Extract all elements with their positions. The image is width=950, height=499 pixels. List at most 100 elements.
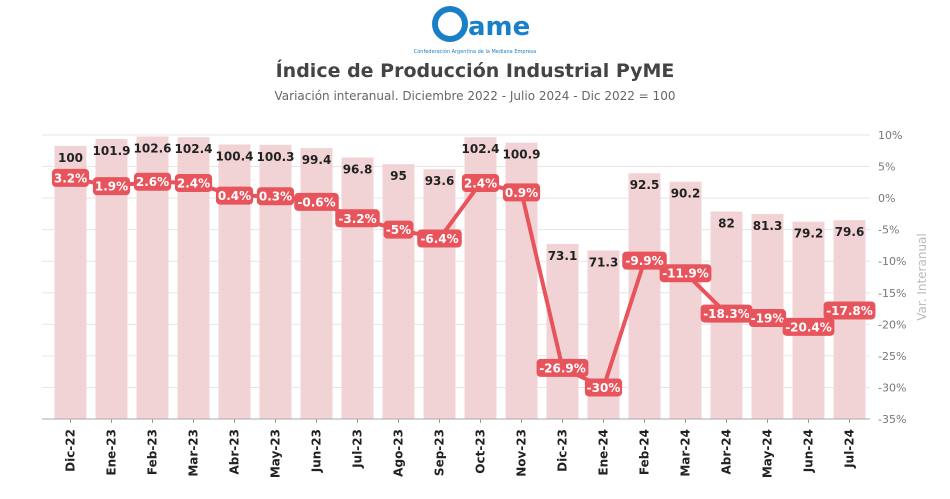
line-value-label: -30% <box>587 381 621 395</box>
x-tick-label: Abr-24 <box>720 429 734 474</box>
bar-value-label: 93.6 <box>425 174 455 188</box>
line-label-box <box>748 309 787 328</box>
line-label-box <box>174 173 213 192</box>
logo-tagline: Confederación Argentina de la Mediana Em… <box>414 48 536 55</box>
line-label-box <box>133 172 172 191</box>
x-tick-label: Jul-24 <box>843 429 857 469</box>
x-tick-label: Oct-23 <box>474 429 488 474</box>
x-tick-label: Nov-23 <box>515 429 529 477</box>
line-value-label: -5% <box>386 223 411 237</box>
y2-tick-label: -5% <box>878 224 899 237</box>
line-label-box <box>92 177 131 196</box>
line-value-label: 0.4% <box>218 189 251 203</box>
logo-c-ring <box>432 6 468 42</box>
x-tick-label: Feb-23 <box>146 429 160 475</box>
bar-value-label: 90.2 <box>671 187 701 201</box>
bar <box>546 243 579 419</box>
y2-tick-label: -25% <box>878 350 906 363</box>
x-tick-label: May-23 <box>269 429 283 478</box>
bar-value-label: 102.6 <box>134 141 172 155</box>
right-y-axis: 10% 5% 0% -5% -10% -15% -20% -25% -30% -35% <box>878 129 906 426</box>
y2-tick-label: -20% <box>878 318 906 331</box>
x-tick-label: Ene-24 <box>597 429 611 476</box>
line-value-label: -26.9% <box>539 361 586 375</box>
y2-tick-label: 5% <box>878 161 895 174</box>
x-axis: Dic-22 Ene-23 Feb-23 Mar-23 Abr-23 May-23 Jun-… <box>42 418 870 478</box>
bar <box>218 144 251 419</box>
line-value-label: -18.3% <box>703 307 750 321</box>
x-tick-label: Abr-23 <box>228 429 242 474</box>
chart-subtitle: Variación interanual. Diciembre 2022 - J… <box>274 89 676 103</box>
bar-value-label: 100.9 <box>503 148 541 162</box>
bar-value-label: 92.5 <box>630 178 660 192</box>
bar-value-label: 96.8 <box>343 163 373 177</box>
line-label-box <box>782 317 835 336</box>
line-label-box <box>584 378 623 397</box>
line-label-box <box>536 358 589 377</box>
bar-value-label: 81.3 <box>753 219 783 233</box>
bar <box>259 144 292 420</box>
y2-tick-label: -10% <box>878 255 906 268</box>
line-label-box <box>383 220 414 239</box>
line-value-label: 0.3% <box>259 190 292 204</box>
x-tick-label: Ene-23 <box>105 429 119 476</box>
line-value-label: 0.9% <box>505 186 538 200</box>
line-label-box <box>502 183 541 202</box>
bar-value-label: 73.1 <box>548 249 578 263</box>
x-tick-label: Sep-23 <box>433 429 447 476</box>
bar-value-label: 71.3 <box>589 255 619 269</box>
x-tick-label: Jun-24 <box>802 429 816 473</box>
line-value-label: -3.2% <box>338 212 376 226</box>
right-y-axis-label: Var. Interanual <box>915 233 929 321</box>
bar-value-label: 82 <box>718 216 735 230</box>
bar-value-label: 100 <box>58 151 83 165</box>
bar-value-label: 95 <box>390 169 407 183</box>
line-value-label: -6.4% <box>420 232 458 246</box>
y2-tick-label: 10% <box>878 129 902 142</box>
line-label-box <box>294 192 339 211</box>
bar-value-label: 79.6 <box>835 225 865 239</box>
line-label-box <box>256 187 295 206</box>
bar <box>382 164 415 419</box>
bar-value-label: 100.4 <box>216 149 254 163</box>
bar-value-label: 102.4 <box>462 142 500 156</box>
bar-value-label: 99.4 <box>302 153 332 167</box>
line-value-label: -17.8% <box>826 304 873 318</box>
bar-value-label: 102.4 <box>175 142 213 156</box>
x-tick-label: Jul-23 <box>351 429 365 469</box>
line-label-box <box>823 301 876 320</box>
line-value-label: -20.4% <box>785 320 832 334</box>
line-label-box <box>215 186 254 205</box>
line-value-label: 2.4% <box>177 176 210 190</box>
bar <box>423 169 456 419</box>
line-label-box <box>700 304 753 323</box>
bar <box>669 181 702 419</box>
came-logo: ame Confederación Argentina de la Median… <box>414 6 536 55</box>
line-value-label: 2.4% <box>464 176 497 190</box>
line-value-label: 2.6% <box>136 175 169 189</box>
line-value-label: -11.9% <box>662 267 709 281</box>
bar <box>300 148 333 419</box>
x-tick-label: Dic-22 <box>64 429 78 472</box>
line-label-box <box>659 264 712 283</box>
x-tick-label: Mar-24 <box>679 429 693 477</box>
x-tick-label: Dic-23 <box>556 429 570 472</box>
line-value-label: -0.6% <box>297 195 335 209</box>
bar <box>341 157 374 420</box>
chart-title: Índice de Producción Industrial PyME <box>275 60 675 82</box>
line-label-box <box>417 229 462 248</box>
line-label-box <box>335 209 380 228</box>
line-value-label: -9.9% <box>625 254 663 268</box>
line-value-label: -19% <box>751 312 785 326</box>
y2-tick-label: -35% <box>878 413 906 426</box>
logo-wordmark: ame <box>468 12 530 42</box>
y2-tick-label: -15% <box>878 287 906 300</box>
x-tick-label: Ago-23 <box>392 429 406 477</box>
bar-value-label: 100.3 <box>257 150 295 164</box>
line-data-labels: 3.2% 1.9% 2.6% 2.4% 0.4% 0.3% -0.6%-3.2% -5% -6.… <box>51 168 876 397</box>
bar-value-label: 101.9 <box>93 144 131 158</box>
line-value-label: 3.2% <box>54 171 87 185</box>
line-label-box <box>622 251 667 270</box>
